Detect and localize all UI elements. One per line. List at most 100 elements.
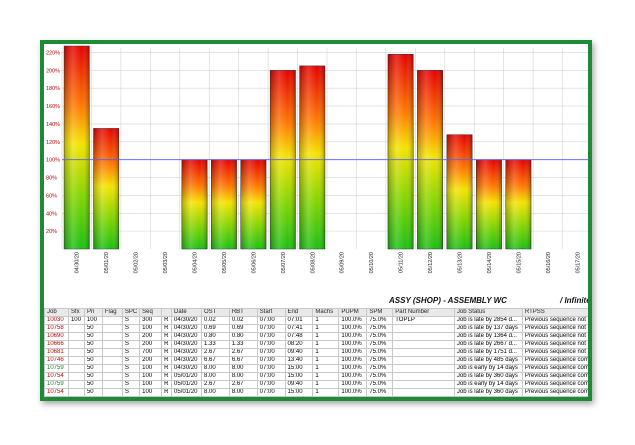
table-cell: 2.67 <box>201 380 230 389</box>
table-cell: Job is late by 485 days <box>453 356 523 365</box>
table-header-row: Job Sfx Pri Flag SPC Seq Date OST RBT Start End Mac… <box>44 308 588 317</box>
column-header[interactable]: OST <box>201 308 230 317</box>
x-tick-label: 05/05/20 <box>222 252 228 273</box>
table-cell: Job is late by 360 days <box>453 372 523 381</box>
table-cell: 10666 <box>44 340 69 349</box>
table-cell: 07:00 <box>256 340 286 349</box>
column-header[interactable]: Machs <box>312 308 340 317</box>
table-row[interactable]: 10754 50 S 100 R 05/01/20 8.00 8.00 07:00 15:00 1 1… <box>44 388 588 397</box>
table-cell: 04/30/20 <box>171 332 203 341</box>
table-cell: S <box>121 340 141 349</box>
column-header[interactable]: Date <box>171 308 203 317</box>
column-header[interactable]: Start <box>256 308 286 317</box>
table-cell: 07:00 <box>256 372 286 381</box>
x-tick-label: 04/30/20 <box>75 252 81 273</box>
capacity-bar-shade <box>64 46 90 249</box>
column-header[interactable]: Part Number <box>392 308 455 317</box>
table-cell <box>67 348 85 357</box>
table-cell: 50 <box>83 324 103 333</box>
x-tick-label: 05/15/20 <box>516 252 522 273</box>
table-cell: 700 <box>139 348 163 357</box>
column-header[interactable]: Job Status <box>453 308 523 317</box>
table-cell: 1 <box>312 396 340 397</box>
table-cell: 100 <box>139 372 163 381</box>
table-cell: R <box>161 324 173 333</box>
table-cell: 75.0% <box>366 372 394 381</box>
table-cell: 0.80 <box>201 332 230 341</box>
capacity-bar-shade <box>93 128 119 249</box>
table-cell: 0.69 <box>201 324 230 333</box>
table-cell: 75.0% <box>366 380 394 389</box>
table-cell: 100.0% <box>338 332 368 341</box>
column-header[interactable]: SPC <box>121 308 141 317</box>
table-cell: Previous sequence not <box>521 348 588 357</box>
table-row[interactable]: 10754 50 S 100 R 05/04/20 8.00 8.00 07:00 15:00 1 1… <box>44 396 588 397</box>
table-cell: 0.02 <box>201 316 230 325</box>
table-cell: TOPLP <box>392 316 455 325</box>
table-cell: Job is late by 2667 d... <box>453 340 523 349</box>
screenshot-frame: 20% 40% 60% 80% 100% 120% 140% 160% 180% 200% 220%… <box>40 40 592 401</box>
table-cell: 07:00 <box>256 324 286 333</box>
table-cell: 10759 <box>44 364 69 373</box>
y-tick-label: 80% <box>46 176 57 182</box>
table-cell: Previous sequence not <box>521 316 588 325</box>
table-cell <box>101 372 123 381</box>
column-header[interactable] <box>161 308 173 317</box>
table-cell: 1 <box>312 332 340 341</box>
column-header[interactable]: Seq <box>139 308 163 317</box>
column-header[interactable]: End <box>284 308 314 317</box>
table-cell: 1 <box>312 348 340 357</box>
table-cell: 09:40 <box>284 348 314 357</box>
table-cell: 50 <box>83 388 103 397</box>
table-cell: 75.0% <box>366 340 394 349</box>
column-header[interactable]: RBT <box>228 308 258 317</box>
table-cell: 100.0% <box>338 388 368 397</box>
table-row[interactable]: 10759 50 S 100 R 05/01/20 2.67 2.67 07:00 09:40 1 1… <box>44 380 588 389</box>
table-cell: R <box>161 356 173 365</box>
column-header[interactable]: SPM <box>366 308 394 317</box>
table-cell: 2.67 <box>228 348 258 357</box>
table-cell: 300 <box>139 316 163 325</box>
table-cell: 07:48 <box>284 332 314 341</box>
table-row[interactable]: 10030 100 100 S 300 R 04/30/20 0.02 0.02 07:00 07:… <box>44 316 588 325</box>
job-grid[interactable]: Job Sfx Pri Flag SPC Seq Date OST RBT Start End Mac… <box>44 308 588 397</box>
table-cell: 15:00 <box>284 396 314 397</box>
column-header[interactable]: Sfx <box>67 308 85 317</box>
table-cell: 200 <box>139 356 163 365</box>
table-cell: 05/01/20 <box>171 388 203 397</box>
table-cell: 15:00 <box>284 388 314 397</box>
table-row[interactable]: 10681 50 S 700 R 04/30/20 2.67 2.67 07:00 09:40 1 1… <box>44 348 588 357</box>
column-header[interactable]: PUPM <box>338 308 368 317</box>
table-cell: 100 <box>139 388 163 397</box>
column-header[interactable]: Pri <box>83 308 103 317</box>
table-cell: 04/30/20 <box>171 316 203 325</box>
table-cell: 100 <box>139 364 163 373</box>
table-cell: 05/01/20 <box>171 372 203 381</box>
column-header[interactable]: Flag <box>101 308 123 317</box>
x-tick-label: 05/08/20 <box>310 252 316 273</box>
capacity-bar-shade <box>505 159 532 249</box>
table-row[interactable]: 10759 50 S 100 R 04/30/20 8.00 8.00 07:00 15:00 1 1… <box>44 364 588 373</box>
table-row[interactable]: 10754 50 S 100 R 05/01/20 8.00 8.00 07:00 15:00 1 1… <box>44 372 588 381</box>
table-cell <box>101 348 123 357</box>
table-cell: 75.0% <box>366 324 394 333</box>
table-cell <box>67 364 85 373</box>
capacity-bar-shade <box>299 65 325 249</box>
table-cell: S <box>121 332 141 341</box>
table-cell: 1 <box>312 324 340 333</box>
table-cell <box>101 388 123 397</box>
table-row[interactable]: 10758 50 S 100 R 04/30/20 0.69 0.69 07:00 07:41 1 1… <box>44 324 588 333</box>
column-header[interactable]: Job <box>44 308 69 317</box>
capacity-bar-shade <box>387 54 414 250</box>
table-row[interactable]: 10690 50 S 200 R 04/30/20 0.80 0.80 07:00 07:48 1 1… <box>44 332 588 341</box>
table-row[interactable]: 10746 50 S 200 R 04/30/20 6.67 6.67 07:00 13:40 1 1… <box>44 356 588 365</box>
table-cell: 100.0% <box>338 356 368 365</box>
table-cell: Job is early by 14 days <box>453 364 523 373</box>
table-cell: Job is late by 2854 d... <box>453 316 523 325</box>
table-cell: Previous sequence com <box>521 372 588 381</box>
table-cell <box>101 356 123 365</box>
table-cell: 07:41 <box>284 324 314 333</box>
table-cell: 100.0% <box>338 380 368 389</box>
table-row[interactable]: 10666 50 S 200 R 04/30/20 1.33 1.33 07:00 08:20 1 1… <box>44 340 588 349</box>
column-header[interactable]: RTPSS <box>521 308 588 317</box>
